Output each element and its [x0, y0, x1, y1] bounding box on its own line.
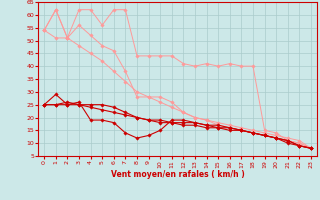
X-axis label: Vent moyen/en rafales ( km/h ): Vent moyen/en rafales ( km/h ): [111, 170, 244, 179]
